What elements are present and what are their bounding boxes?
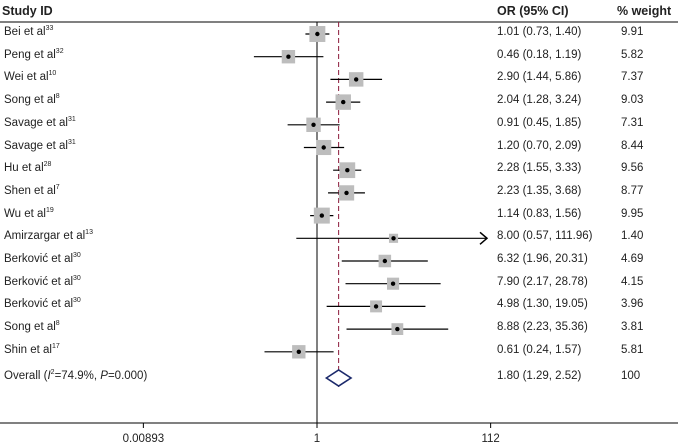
study-weight: 1.40 [621, 230, 644, 243]
study-weight: 5.81 [621, 343, 644, 356]
header-or-ci: OR (95% CI) [497, 4, 569, 18]
study-or-ci: 0.61 (0.24, 1.57) [497, 343, 582, 356]
x-tick-label: 112 [481, 433, 499, 445]
overall-diamond [324, 369, 353, 387]
point-estimate [311, 122, 316, 128]
study-name: Berković et al30 [4, 297, 81, 311]
study-or-ci: 1.20 (0.70, 2.09) [497, 139, 582, 152]
study-weight: 9.91 [621, 26, 644, 38]
study-name: Song et al8 [4, 320, 60, 334]
point-estimate [353, 77, 359, 82]
study-or-ci: 2.04 (1.28, 3.24) [497, 94, 582, 107]
study-or-ci: 2.28 (1.55, 3.33) [497, 162, 582, 175]
header-weight: % weight [617, 4, 672, 18]
point-estimate [391, 236, 396, 241]
point-estimate [319, 213, 325, 218]
study-weight: 4.69 [621, 253, 644, 265]
study-weight: 8.77 [621, 184, 644, 197]
study-name: Savage et al31 [4, 138, 76, 152]
overall-weight: 100 [621, 370, 641, 382]
study-name: Berković et al30 [4, 252, 81, 265]
study-or-ci: 6.32 (1.96, 20.31) [497, 253, 588, 265]
study-weight: 5.82 [621, 48, 644, 61]
point-estimate [345, 168, 350, 173]
study-weight: 8.44 [621, 139, 644, 152]
study-name: Wu et al19 [4, 206, 54, 220]
point-estimate [296, 349, 302, 354]
study-weight: 7.31 [621, 116, 644, 129]
study-or-ci: 1.14 (0.83, 1.56) [497, 207, 582, 220]
point-estimate [341, 99, 346, 105]
study-weight: 9.56 [621, 162, 644, 175]
point-estimate [373, 304, 379, 309]
study-or-ci: 8.00 (0.57, 111.96) [497, 230, 593, 243]
x-tick-label: 1 [314, 433, 320, 445]
overall-ci: 1.80 (1.29, 2.52) [497, 370, 582, 382]
study-name: Shen et al7 [4, 183, 60, 197]
point-estimate [344, 190, 349, 196]
study-name: Bei et al33 [4, 25, 54, 38]
point-estimate [315, 31, 320, 37]
study-name: Hu et al28 [4, 161, 52, 175]
x-tick-label: 0.00893 [123, 433, 165, 445]
study-name: Berković et al30 [4, 274, 81, 288]
study-or-ci: 8.88 (2.23, 35.36) [497, 321, 588, 334]
point-estimate [321, 145, 326, 150]
study-weight: 9.03 [621, 94, 644, 107]
overall-label: Overall (I2=74.9%, P=0.000) [4, 369, 148, 382]
study-or-ci: 2.90 (1.44, 5.86) [497, 71, 582, 84]
study-or-ci: 0.46 (0.18, 1.19) [497, 48, 582, 61]
study-or-ci: 2.23 (1.35, 3.68) [497, 184, 582, 197]
header-study-id: Study ID [2, 4, 53, 18]
study-weight: 4.15 [621, 275, 644, 288]
study-or-ci: 7.90 (2.17, 28.78) [497, 275, 588, 288]
study-name: Savage et al31 [4, 115, 76, 129]
study-or-ci: 4.98 (1.30, 19.05) [497, 298, 588, 311]
study-weight: 3.96 [621, 298, 644, 311]
point-estimate [395, 326, 400, 332]
study-or-ci: 1.01 (0.73, 1.40) [497, 26, 582, 38]
study-weight: 7.37 [621, 71, 644, 84]
point-estimate [382, 258, 388, 264]
study-weight: 9.95 [621, 207, 644, 220]
study-name: Shin et al17 [4, 342, 60, 356]
study-name: Peng et al32 [4, 47, 64, 61]
point-estimate [286, 54, 291, 59]
study-name: Wei et al10 [4, 70, 57, 84]
study-or-ci: 0.91 (0.45, 1.85) [497, 116, 582, 129]
point-estimate [390, 281, 396, 286]
study-name: Amirzargar et al13 [4, 229, 93, 243]
study-weight: 3.81 [621, 321, 644, 334]
ci-arrow [479, 231, 489, 245]
study-name: Song et al8 [4, 93, 60, 107]
